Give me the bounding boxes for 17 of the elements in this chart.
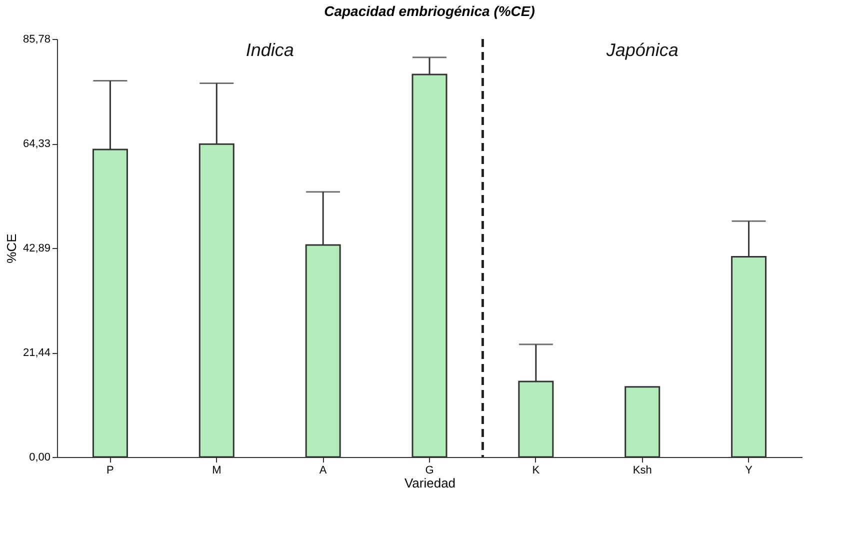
x-tick-label: A: [319, 464, 328, 476]
x-tick-label: M: [212, 464, 222, 476]
annotation: Japónica: [605, 40, 678, 60]
y-tick-label: 0,00: [29, 452, 50, 464]
x-tick-label: Y: [745, 464, 754, 476]
x-tick-label: P: [106, 464, 114, 476]
annotation: Indica: [246, 40, 294, 60]
y-tick-label: 85,78: [22, 34, 50, 46]
x-axis-title: Variedad: [404, 476, 456, 490]
x-tick-label: K: [532, 464, 540, 476]
y-axis-title: %CE: [4, 233, 19, 264]
y-tick-label: 64,33: [22, 138, 50, 150]
y-tick-label: 42,89: [22, 242, 50, 254]
x-tick-label: G: [425, 464, 434, 476]
x-tick-label: Ksh: [632, 464, 652, 476]
y-tick-label: 21,44: [22, 347, 50, 360]
chart-title: Capacidad embriogénica (%CE): [324, 3, 536, 19]
